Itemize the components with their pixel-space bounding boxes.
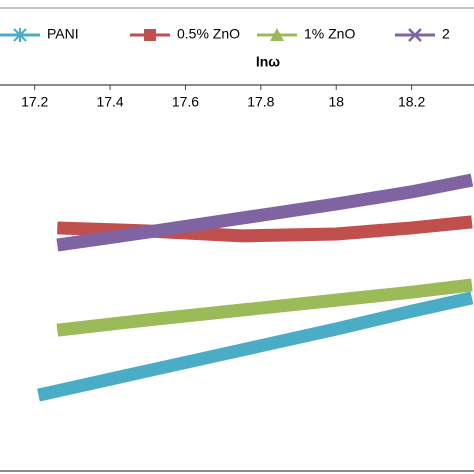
x-tick-label: 18.2 <box>398 94 425 110</box>
x-tick-label: 18 <box>328 94 344 110</box>
legend-label: PANI <box>47 26 79 42</box>
legend-label: 2 <box>442 26 450 42</box>
x-axis-title: lnω <box>256 54 280 70</box>
series-line <box>56 173 474 252</box>
series-line <box>37 291 474 402</box>
x-tick-label: 17.2 <box>21 94 48 110</box>
legend-marker <box>270 28 284 41</box>
legend-label: 1% ZnO <box>304 26 355 42</box>
x-tick-label: 17.4 <box>96 94 123 110</box>
legend-marker <box>144 29 156 41</box>
x-tick-label: 17.6 <box>172 94 199 110</box>
legend-marker <box>408 28 422 42</box>
legend-label: 0.5% ZnO <box>177 26 240 42</box>
x-tick-label: 17.8 <box>247 94 274 110</box>
series-line <box>56 278 473 337</box>
legend-marker <box>13 28 27 42</box>
